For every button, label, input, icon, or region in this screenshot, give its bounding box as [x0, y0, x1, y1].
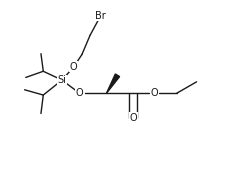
Text: O: O	[151, 88, 158, 98]
Polygon shape	[106, 74, 120, 93]
Text: O: O	[130, 113, 137, 123]
Text: Br: Br	[95, 11, 106, 21]
Text: Si: Si	[58, 75, 66, 85]
Text: O: O	[70, 62, 77, 72]
Text: O: O	[76, 88, 83, 98]
